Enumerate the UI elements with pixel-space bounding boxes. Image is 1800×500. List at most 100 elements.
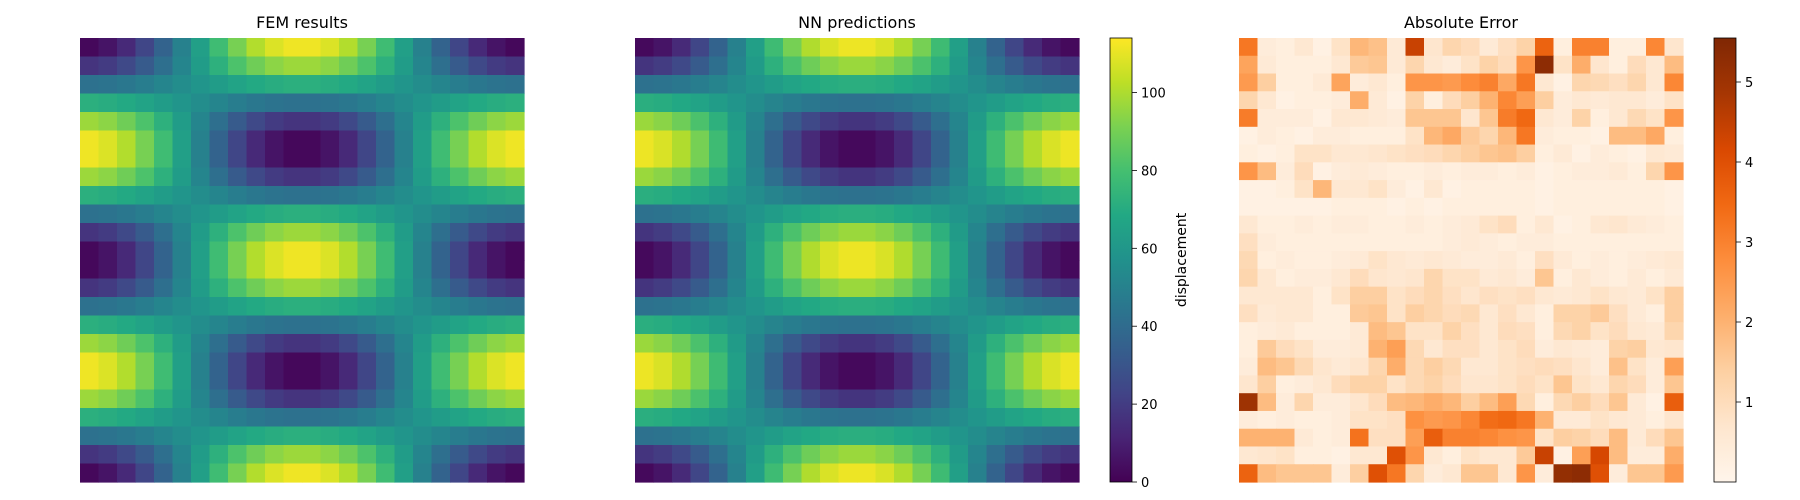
heatmap-cell <box>820 75 840 95</box>
heatmap-cell <box>487 149 507 169</box>
heatmap-cell <box>1060 371 1080 391</box>
heatmap-cell <box>912 241 932 261</box>
heatmap-cell <box>968 426 988 446</box>
heatmap-cell <box>376 130 396 150</box>
heatmap-cell <box>653 371 673 391</box>
heatmap-cell <box>505 167 525 187</box>
heatmap-cell <box>246 130 266 150</box>
heatmap-cell <box>283 149 303 169</box>
heatmap-cell <box>246 186 266 206</box>
heatmap-cell <box>1646 410 1666 430</box>
heatmap-cell <box>135 426 155 446</box>
heatmap-cell <box>1368 268 1388 288</box>
heatmap-cell <box>875 56 895 76</box>
heatmap-cell <box>912 426 932 446</box>
heatmap-cell <box>1042 38 1062 58</box>
heatmap-cell <box>801 93 821 113</box>
heatmap-cell <box>505 445 525 465</box>
heatmap-cell <box>339 352 359 372</box>
heatmap-cell <box>1331 162 1351 181</box>
heatmap-cell <box>1516 268 1536 288</box>
heatmap-cell <box>1461 91 1481 110</box>
heatmap-cell <box>1350 55 1370 75</box>
heatmap-cell <box>949 56 969 76</box>
heatmap-cell <box>1461 251 1481 270</box>
heatmap-cell <box>801 426 821 446</box>
heatmap-cell <box>1609 233 1629 252</box>
heatmap-cell <box>376 75 396 95</box>
heatmap-cell <box>653 38 673 58</box>
heatmap-cell <box>1553 109 1573 128</box>
heatmap-cell <box>1664 197 1684 217</box>
heatmap-cell <box>487 204 507 224</box>
heatmap-cell <box>1424 38 1444 57</box>
heatmap-cell <box>1461 339 1481 359</box>
heatmap-cell <box>431 463 451 483</box>
heatmap-cell <box>1553 393 1573 412</box>
heatmap-cell <box>191 260 211 280</box>
heatmap-cell <box>1005 186 1025 206</box>
heatmap-cell <box>949 315 969 335</box>
heatmap-cell <box>468 167 488 187</box>
heatmap-cell <box>764 278 784 298</box>
colorbar-gradient-viridis <box>1109 37 1133 483</box>
heatmap-cell <box>1590 251 1610 270</box>
heatmap-cell <box>1516 251 1536 270</box>
heatmap-cell <box>709 112 729 132</box>
heatmap-cell <box>1609 144 1629 163</box>
heatmap-cell <box>376 278 396 298</box>
heatmap-cell <box>431 223 451 243</box>
heatmap-cell <box>1424 73 1444 92</box>
heatmap-cell <box>487 278 507 298</box>
heatmap-cell <box>1461 126 1481 146</box>
heatmap-cell <box>764 315 784 335</box>
heatmap-cell <box>690 130 710 150</box>
heatmap-cell <box>635 260 655 280</box>
heatmap-cell <box>320 315 340 335</box>
heatmap-cell <box>450 445 470 465</box>
heatmap-cell <box>1023 112 1043 132</box>
heatmap-cell <box>783 315 803 335</box>
heatmap-cell <box>1590 464 1610 483</box>
heatmap-cell <box>875 186 895 206</box>
heatmap-cell <box>1005 149 1025 169</box>
heatmap-cell <box>376 389 396 409</box>
heatmap-cell <box>468 408 488 428</box>
heatmap-cell <box>1368 428 1388 448</box>
heatmap-cell <box>1313 162 1333 181</box>
heatmap-cell <box>1042 389 1062 409</box>
heatmap-cell <box>1042 167 1062 187</box>
heatmap-cell <box>764 223 784 243</box>
heatmap-cell <box>98 130 118 150</box>
heatmap-cell <box>635 334 655 354</box>
heatmap-cell <box>394 38 414 58</box>
heatmap-cell <box>1257 144 1277 163</box>
heatmap-cell <box>339 278 359 298</box>
heatmap-cell <box>1405 91 1425 110</box>
heatmap-cell <box>1646 357 1666 377</box>
heatmap-cell <box>1276 428 1296 448</box>
heatmap-cell <box>1239 393 1259 412</box>
heatmap-cell <box>986 93 1006 113</box>
heatmap-cell <box>746 112 766 132</box>
heatmap-cell <box>635 186 655 206</box>
heatmap-cell <box>894 445 914 465</box>
heatmap-cell <box>1442 464 1462 483</box>
heatmap-cell <box>98 75 118 95</box>
heatmap-cell <box>1313 233 1333 252</box>
heatmap-cell <box>672 241 692 261</box>
heatmap-cell <box>1627 162 1647 181</box>
heatmap-cell <box>1572 251 1592 270</box>
heatmap-cell <box>690 112 710 132</box>
heatmap-cell <box>1516 357 1536 377</box>
heatmap-cell <box>801 278 821 298</box>
heatmap-cell <box>1387 162 1407 181</box>
heatmap-cell <box>635 389 655 409</box>
heatmap-cell <box>783 75 803 95</box>
heatmap-cell <box>505 315 525 335</box>
heatmap-cell <box>949 38 969 58</box>
heatmap-cell <box>98 167 118 187</box>
heatmap-cell <box>949 93 969 113</box>
heatmap-cell <box>265 426 285 446</box>
heatmap-cell <box>1060 278 1080 298</box>
